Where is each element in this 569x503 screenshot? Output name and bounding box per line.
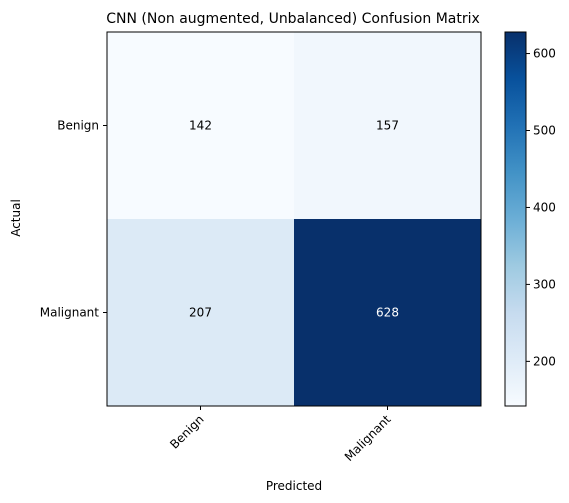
cell-value-label: 157: [376, 119, 399, 133]
y-tick-label: Malignant: [40, 306, 100, 320]
y-tick-label: Benign: [57, 119, 99, 133]
heatmap-cells: [107, 32, 482, 407]
heatmap-cell-labels: 142 157 207 628: [189, 119, 399, 320]
colorbar-tick-label: 600: [533, 47, 556, 61]
colorbar-ticks: 200 300 400 500 600: [526, 47, 556, 368]
colorbar-tick-label: 400: [533, 200, 556, 214]
chart-title: CNN (Non augmented, Unbalanced) Confusio…: [106, 11, 480, 27]
colorbar-tick-label: 300: [533, 277, 556, 291]
colorbar-tick-label: 200: [533, 354, 556, 368]
cell-value-label: 207: [189, 306, 212, 320]
cell-value-label: 628: [376, 306, 399, 320]
plot-frame: [106, 31, 482, 407]
y-axis: Benign Malignant: [40, 119, 107, 320]
x-axis: Benign Malignant: [167, 406, 394, 464]
y-axis-label: Actual: [9, 199, 23, 237]
heatmap-cell: [107, 219, 295, 407]
heatmap-cell: [294, 32, 482, 220]
x-tick-label: Malignant: [342, 412, 394, 464]
colorbar: [504, 31, 527, 407]
x-tick-label: Benign: [167, 412, 206, 451]
cell-value-label: 142: [189, 119, 212, 133]
x-axis-label: Predicted: [266, 479, 322, 493]
colorbar-tick-label: 500: [533, 124, 556, 138]
heatmap-cell: [294, 219, 482, 407]
heatmap-cell: [107, 32, 295, 220]
